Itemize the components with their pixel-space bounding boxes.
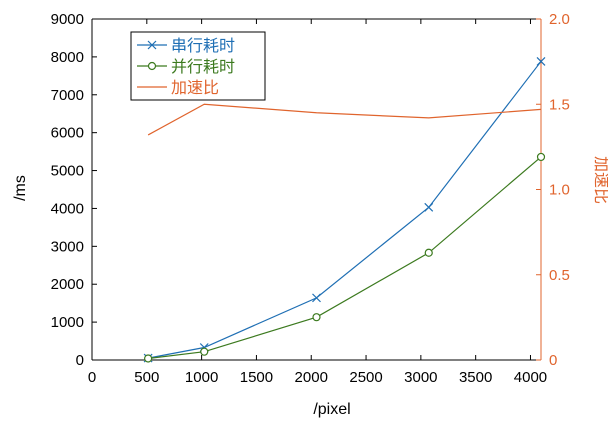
legend-label-3: 加速比 (171, 79, 219, 97)
right-y-tick-label: 1.5 (549, 96, 570, 113)
x-axis-label: /pixel (313, 401, 350, 418)
series-1-point (536, 57, 546, 66)
legend-marker-2 (147, 61, 157, 71)
left-y-tick-label: 7000 (51, 87, 84, 104)
left-y-axis-ticks: 0 1000 2000 3000 4000 5000 6000 7000 8000 9000 (51, 11, 97, 369)
left-y-tick-label: 4000 (51, 200, 84, 217)
left-y-tick-label: 9000 (51, 11, 84, 28)
right-y-tick-label: 2.0 (549, 11, 570, 28)
x-tick-label: 3000 (404, 369, 437, 386)
x-tick-label: 4000 (514, 369, 547, 386)
left-y-tick-label: 3000 (51, 238, 84, 255)
x-tick-label: 0 (88, 369, 96, 386)
legend-marker-1b (147, 40, 157, 50)
series-2-point (200, 347, 209, 356)
series-2-point (312, 313, 321, 322)
right-y-axis-label: 加速比 (592, 156, 608, 204)
plot-area (91, 18, 542, 361)
series-line-2 (148, 156, 542, 360)
left-y-tick-label: 6000 (51, 125, 84, 142)
series-2-point (144, 354, 153, 363)
x-tick-label: 500 (134, 369, 159, 386)
series-line-3 (147, 103, 542, 136)
left-y-tick-label: 5000 (51, 163, 84, 180)
series-1-point (424, 202, 434, 212)
left-y-tick-label: 1000 (51, 314, 84, 331)
legend-label-1: 串行耗时 (171, 37, 235, 55)
series-2-point (536, 152, 546, 162)
x-tick-label: 2500 (349, 369, 382, 386)
x-tick-label: 3500 (459, 369, 492, 386)
series-line-1 (148, 61, 542, 359)
right-y-tick-label: 1.0 (549, 182, 570, 199)
left-y-axis-label: /ms (12, 175, 29, 201)
x-tick-label: 1500 (240, 369, 273, 386)
series-2-point (424, 248, 433, 257)
x-tick-label: 1000 (185, 369, 218, 386)
series-1-point (312, 293, 321, 303)
x-tick-label: 2000 (295, 369, 328, 386)
left-y-tick-label: 2000 (51, 276, 84, 293)
right-y-tick-label: 0 (549, 352, 557, 369)
left-y-tick-label: 0 (76, 352, 84, 369)
right-y-tick-label: 0.5 (549, 267, 570, 284)
x-axis-ticks: 0 500 1000 1500 2000 2500 3000 3500 4000 (88, 19, 547, 386)
left-y-tick-label: 8000 (51, 49, 84, 66)
series-layer (143, 57, 546, 363)
right-y-axis-ticks: 0 0.5 1.0 1.5 2.0 (536, 11, 570, 369)
legend-label-2: 并行耗时 (171, 58, 235, 76)
